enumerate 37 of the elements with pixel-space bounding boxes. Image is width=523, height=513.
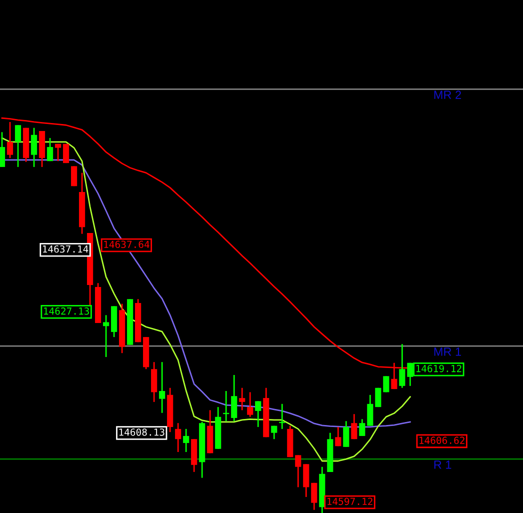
ref-line-label: MR 1 — [434, 348, 461, 356]
candlestick — [14, 124, 22, 168]
candlestick — [295, 454, 302, 488]
candlestick — [239, 387, 246, 411]
candlestick — [103, 314, 110, 358]
candlestick — [399, 343, 406, 389]
candlestick — [54, 143, 62, 162]
candlestick — [231, 374, 238, 422]
text: 14606.62 — [420, 436, 464, 444]
candlestick — [255, 400, 262, 428]
ref-line-label: MR 2 — [434, 90, 461, 99]
annotation: 14637.64 — [104, 240, 150, 248]
candlestick — [271, 425, 278, 440]
candlestick — [311, 482, 318, 511]
candlestick — [351, 413, 358, 440]
candlestick — [30, 127, 38, 168]
candlestick — [0, 131, 6, 168]
annotation: 14597.12 — [328, 498, 372, 506]
text: 14619.12 — [416, 364, 462, 372]
candlestick — [247, 391, 254, 418]
annotation: 14608.13 — [119, 428, 164, 436]
candlestick — [46, 137, 54, 162]
ref-line-label: R 1 — [434, 460, 452, 469]
candlestick — [367, 394, 374, 426]
annotation: 14637.14 — [43, 245, 88, 253]
candlestick — [303, 463, 310, 498]
candlestick — [183, 428, 190, 453]
candlestick — [359, 418, 366, 437]
candlestick — [175, 422, 182, 453]
candlestick — [335, 426, 342, 447]
annotation: 14627.13 — [44, 307, 89, 315]
candlestick — [70, 165, 78, 187]
candlestick — [343, 420, 350, 448]
candlestick — [159, 361, 166, 414]
candlestick — [6, 121, 14, 159]
candlestick — [151, 361, 158, 403]
candlestick — [383, 375, 390, 393]
